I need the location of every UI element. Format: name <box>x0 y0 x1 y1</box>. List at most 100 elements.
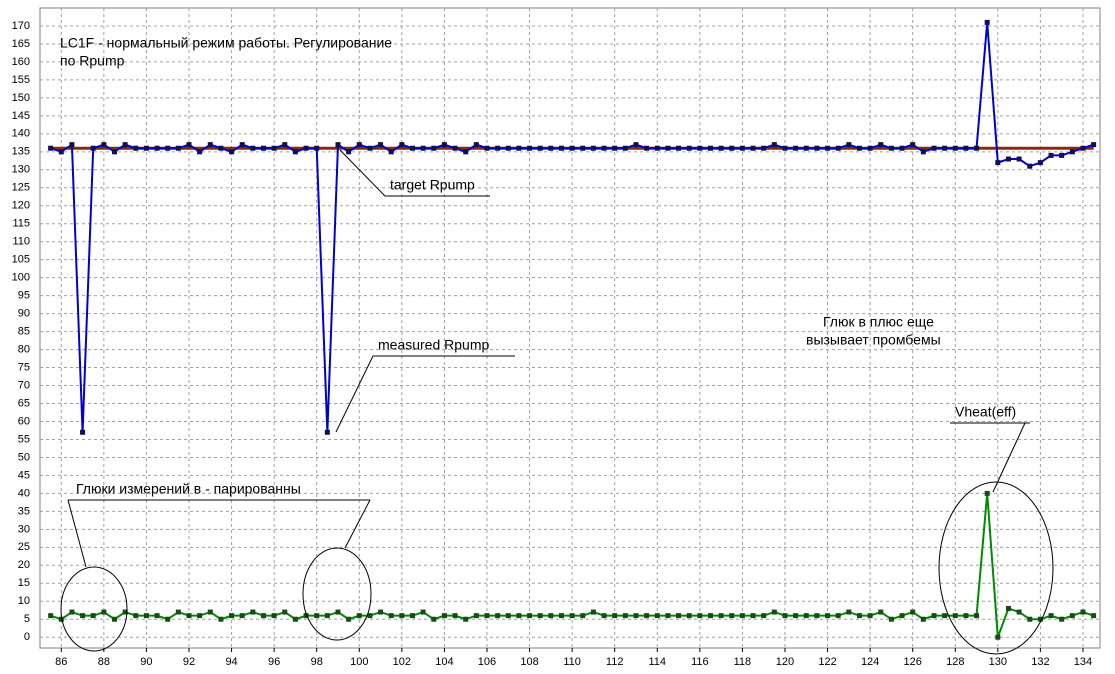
point-marker <box>409 145 415 151</box>
point-marker <box>165 616 171 622</box>
y-tick-label: 25 <box>18 541 30 553</box>
x-tick-label: 120 <box>776 656 794 668</box>
x-tick-label: 114 <box>648 656 666 668</box>
x-tick-label: 116 <box>691 656 709 668</box>
point-marker <box>942 145 948 151</box>
point-marker <box>314 613 320 619</box>
point-marker <box>143 613 149 619</box>
point-marker <box>186 142 192 148</box>
point-marker <box>920 149 926 155</box>
point-marker <box>282 609 288 615</box>
x-tick-label: 110 <box>563 656 581 668</box>
point-marker <box>133 145 139 151</box>
x-tick-label: 94 <box>225 656 237 668</box>
data <box>48 19 1097 640</box>
point-marker <box>1005 605 1011 611</box>
point-marker <box>984 490 990 496</box>
point-marker <box>601 145 607 151</box>
point-marker <box>580 613 586 619</box>
point-marker <box>548 145 554 151</box>
point-marker <box>197 613 203 619</box>
point-marker <box>1080 145 1086 151</box>
point-marker <box>942 613 948 619</box>
point-marker <box>197 149 203 155</box>
point-marker <box>878 609 884 615</box>
point-marker <box>867 613 873 619</box>
x-tick-label: 90 <box>140 656 152 668</box>
point-marker <box>260 613 266 619</box>
point-marker <box>771 609 777 615</box>
x-tick-label: 96 <box>268 656 280 668</box>
point-marker <box>888 145 894 151</box>
x-tick-label: 102 <box>393 656 411 668</box>
point-marker <box>590 145 596 151</box>
x-tick-label: 98 <box>311 656 323 668</box>
y-tick-label: 75 <box>18 361 30 373</box>
point-marker <box>739 145 745 151</box>
y-tick-label: 170 <box>12 20 30 32</box>
point-marker <box>388 149 394 155</box>
callout-label: target Rpump <box>390 177 475 193</box>
point-marker <box>963 613 969 619</box>
y-tick-label: 70 <box>18 379 30 391</box>
point-marker <box>995 160 1001 166</box>
plot-area <box>39 7 1101 649</box>
y-tick-label: 160 <box>12 56 30 68</box>
point-marker <box>537 613 543 619</box>
point-marker <box>622 145 628 151</box>
y-tick-label: 120 <box>12 200 30 212</box>
y-tick-label: 60 <box>18 415 30 427</box>
point-marker <box>974 145 980 151</box>
x-tick-label: 132 <box>1031 656 1049 668</box>
point-marker <box>1005 156 1011 162</box>
point-marker <box>505 145 511 151</box>
annotation: LC1F - нормальный режим работы. Регулиро… <box>60 35 392 51</box>
point-marker <box>835 145 841 151</box>
point-marker <box>218 616 224 622</box>
callout-line <box>992 422 1026 493</box>
point-marker <box>1069 149 1075 155</box>
point-marker <box>101 142 107 148</box>
point-marker <box>399 142 405 148</box>
point-marker <box>90 145 96 151</box>
y-tick-label: 105 <box>12 254 30 266</box>
point-marker <box>420 609 426 615</box>
point-marker <box>1091 613 1097 619</box>
point-marker <box>69 142 75 148</box>
point-marker <box>239 142 245 148</box>
point-marker <box>484 613 490 619</box>
point-marker <box>356 142 362 148</box>
point-marker <box>207 609 213 615</box>
point-marker <box>558 145 564 151</box>
point-marker <box>1037 160 1043 166</box>
callout-line <box>67 499 87 568</box>
y-tick-label: 10 <box>18 595 30 607</box>
point-marker <box>729 613 735 619</box>
point-marker <box>590 609 596 615</box>
point-marker <box>793 613 799 619</box>
point-marker <box>367 613 373 619</box>
highlight-ellipse <box>938 481 1054 655</box>
point-marker <box>1048 613 1054 619</box>
point-marker <box>335 142 341 148</box>
point-marker <box>90 613 96 619</box>
point-marker <box>324 429 330 435</box>
x-tick-label: 134 <box>1074 656 1092 668</box>
x-tick-label: 88 <box>98 656 110 668</box>
point-marker <box>569 145 575 151</box>
y-tick-label: 45 <box>18 469 30 481</box>
x-tick-label: 86 <box>55 656 67 668</box>
annotations: LC1F - нормальный режим работы. Регулиро… <box>60 35 1054 655</box>
point-marker <box>367 145 373 151</box>
point-marker <box>835 613 841 619</box>
point-marker <box>388 613 394 619</box>
point-marker <box>633 613 639 619</box>
point-marker <box>612 613 618 619</box>
x-tick-label: 100 <box>350 656 368 668</box>
point-marker <box>856 145 862 151</box>
point-marker <box>718 613 724 619</box>
point-marker <box>1059 152 1065 158</box>
point-marker <box>920 616 926 622</box>
x-tick-label: 104 <box>435 656 453 668</box>
point-marker <box>803 613 809 619</box>
